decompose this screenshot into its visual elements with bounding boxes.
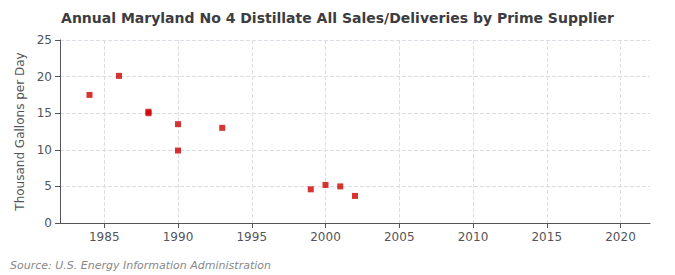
svg-text:1985: 1985 (89, 230, 120, 244)
svg-text:Source: U.S. Energy Informatio: Source: U.S. Energy Information Administ… (10, 259, 271, 272)
svg-text:2020: 2020 (605, 230, 636, 244)
svg-text:0: 0 (44, 216, 52, 230)
svg-text:5: 5 (44, 179, 52, 193)
svg-text:2005: 2005 (384, 230, 415, 244)
svg-text:15: 15 (37, 106, 52, 120)
svg-text:20: 20 (37, 70, 52, 84)
svg-text:25: 25 (37, 33, 52, 47)
svg-text:Annual Maryland No 4 Distillat: Annual Maryland No 4 Distillate All Sale… (61, 10, 614, 26)
svg-text:1990: 1990 (163, 230, 194, 244)
svg-text:2015: 2015 (531, 230, 562, 244)
svg-text:1995: 1995 (236, 230, 267, 244)
svg-text:Thousand Gallons per Day: Thousand Gallons per Day (13, 52, 27, 211)
svg-text:2000: 2000 (310, 230, 341, 244)
svg-text:2010: 2010 (458, 230, 489, 244)
svg-text:10: 10 (37, 143, 52, 157)
